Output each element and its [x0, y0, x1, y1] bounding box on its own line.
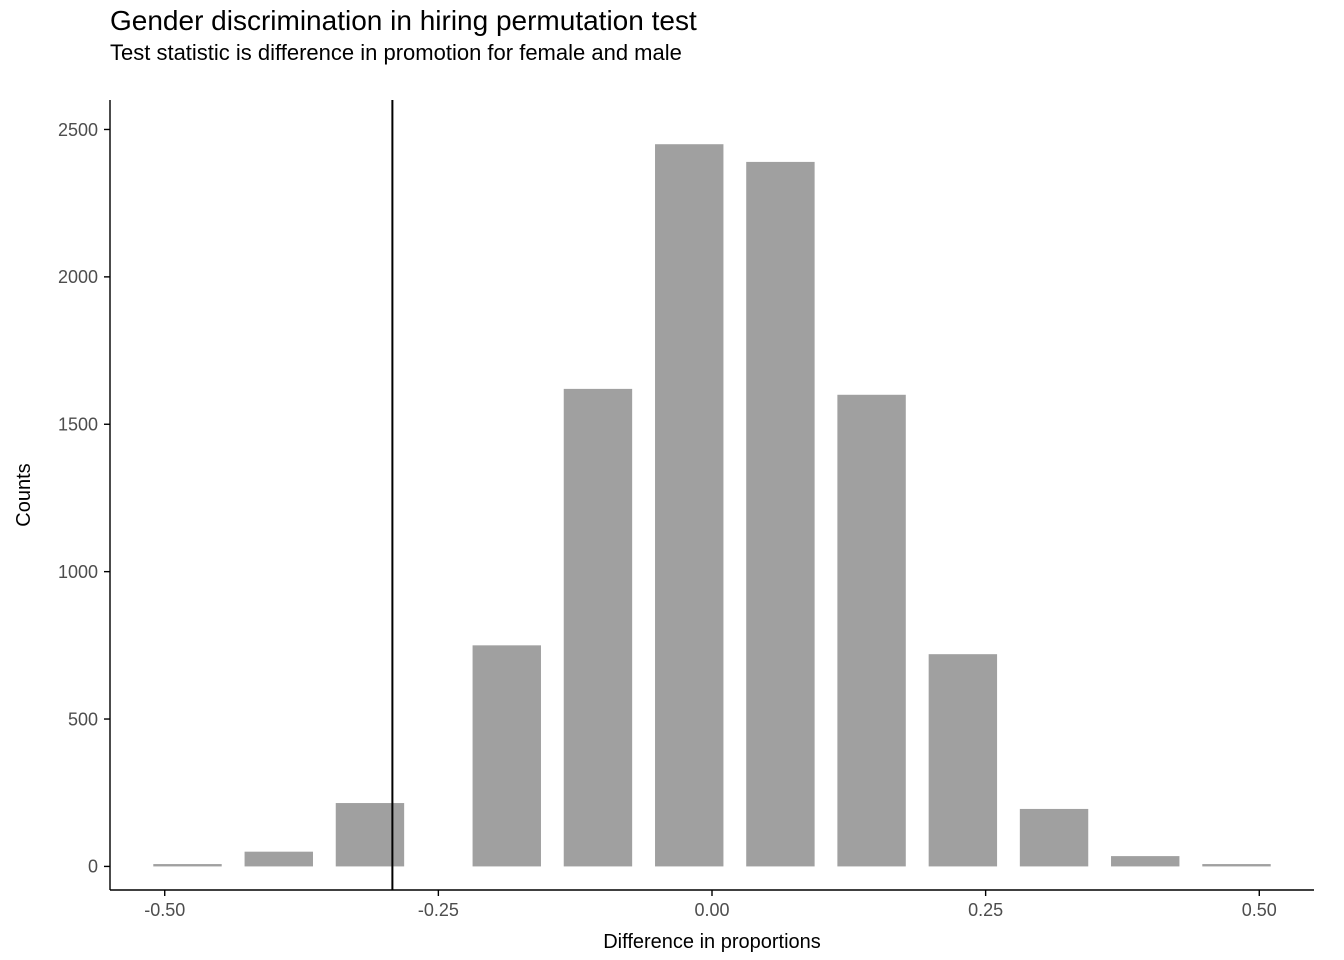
chart-title: Gender discrimination in hiring permutat…: [110, 5, 697, 36]
y-tick-label: 1500: [58, 415, 98, 435]
x-tick-label: 0.00: [694, 900, 729, 920]
histogram-bar: [929, 654, 997, 866]
histogram-bar: [336, 803, 404, 866]
y-axis-label: Counts: [13, 463, 35, 526]
histogram-bar: [153, 864, 221, 866]
histogram-bar: [564, 389, 632, 867]
x-tick-label: 0.25: [968, 900, 1003, 920]
histogram-bar: [473, 645, 541, 866]
x-axis-label: Difference in proportions: [603, 931, 821, 953]
histogram-bar: [245, 852, 313, 867]
chart-subtitle: Test statistic is difference in promotio…: [110, 40, 682, 65]
x-axis: -0.50 -0.25 0.00 0.25 0.50: [110, 890, 1314, 920]
y-tick-label: 2000: [58, 267, 98, 287]
histogram-chart: Gender discrimination in hiring permutat…: [0, 0, 1344, 960]
y-axis: 0 500 1000 1500 2000 2500: [58, 100, 110, 890]
x-tick-label: -0.50: [144, 900, 185, 920]
histogram-bar: [1020, 809, 1088, 866]
y-tick-label: 500: [68, 709, 98, 729]
histogram-bar: [837, 395, 905, 867]
histogram-bar: [1111, 856, 1179, 866]
histogram-bar: [655, 144, 723, 866]
y-tick-label: 0: [88, 857, 98, 877]
x-tick-label: -0.25: [418, 900, 459, 920]
y-tick-label: 1000: [58, 562, 98, 582]
y-tick-label: 2500: [58, 120, 98, 140]
plot-panel: [153, 100, 1270, 890]
x-tick-label: 0.50: [1242, 900, 1277, 920]
histogram-bar: [1202, 864, 1270, 866]
histogram-bar: [746, 162, 814, 867]
